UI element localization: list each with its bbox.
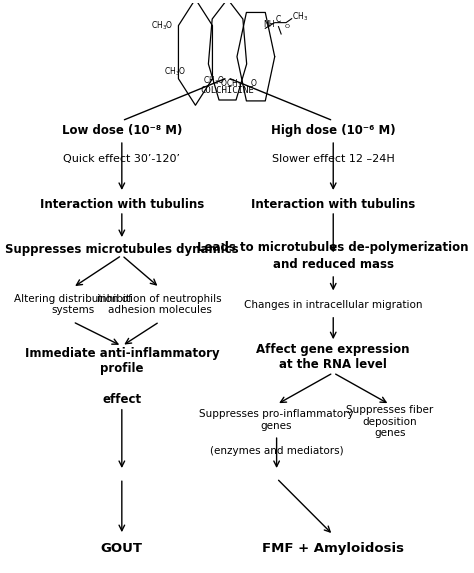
Text: Immediate anti-inflammatory
profile: Immediate anti-inflammatory profile [25,347,219,375]
Text: GOUT: GOUT [101,542,143,555]
Text: NH: NH [264,20,275,29]
Text: Leads to microtubules de-polymerization: Leads to microtubules de-polymerization [198,241,469,254]
Text: Interaction with tubulins: Interaction with tubulins [251,198,415,211]
Text: FMF + Amyloidosis: FMF + Amyloidosis [262,542,404,555]
Text: CH$_3$: CH$_3$ [292,11,308,23]
Text: CH$_3$O: CH$_3$O [203,75,225,87]
Text: Affect gene expression
at the RNA level: Affect gene expression at the RNA level [256,343,410,371]
Text: CH$_3$O: CH$_3$O [164,66,186,79]
Text: Changes in intracellular migration: Changes in intracellular migration [244,300,422,309]
Text: effect: effect [102,394,141,406]
Text: O: O [284,24,289,29]
Text: CH$_3$O: CH$_3$O [151,19,173,32]
Text: Suppresses microtubules dynamics: Suppresses microtubules dynamics [5,243,238,256]
Text: Interaction with tubulins: Interaction with tubulins [40,198,204,211]
Text: Suppresses pro-inflammatory
genes: Suppresses pro-inflammatory genes [199,409,354,431]
Text: O: O [251,79,257,88]
Text: inhibition of neutrophils
adhesion molecules: inhibition of neutrophils adhesion molec… [97,294,222,316]
Text: Suppresses fiber
deposition
genes: Suppresses fiber deposition genes [346,405,434,438]
Text: Slower effect 12 –24H: Slower effect 12 –24H [272,154,395,164]
Text: High dose (10⁻⁶ M): High dose (10⁻⁶ M) [271,124,395,137]
Text: and reduced mass: and reduced mass [273,258,394,272]
Text: C: C [276,15,281,24]
Text: OCH$_3$: OCH$_3$ [220,77,242,89]
Text: Quick effect 30’-120’: Quick effect 30’-120’ [64,154,180,164]
Text: (enzymes and mediators): (enzymes and mediators) [210,446,344,456]
Text: Altering distribution of
systems: Altering distribution of systems [14,294,132,316]
Text: COLCHICINE: COLCHICINE [201,86,255,95]
Text: Low dose (10⁻⁸ M): Low dose (10⁻⁸ M) [62,124,182,137]
